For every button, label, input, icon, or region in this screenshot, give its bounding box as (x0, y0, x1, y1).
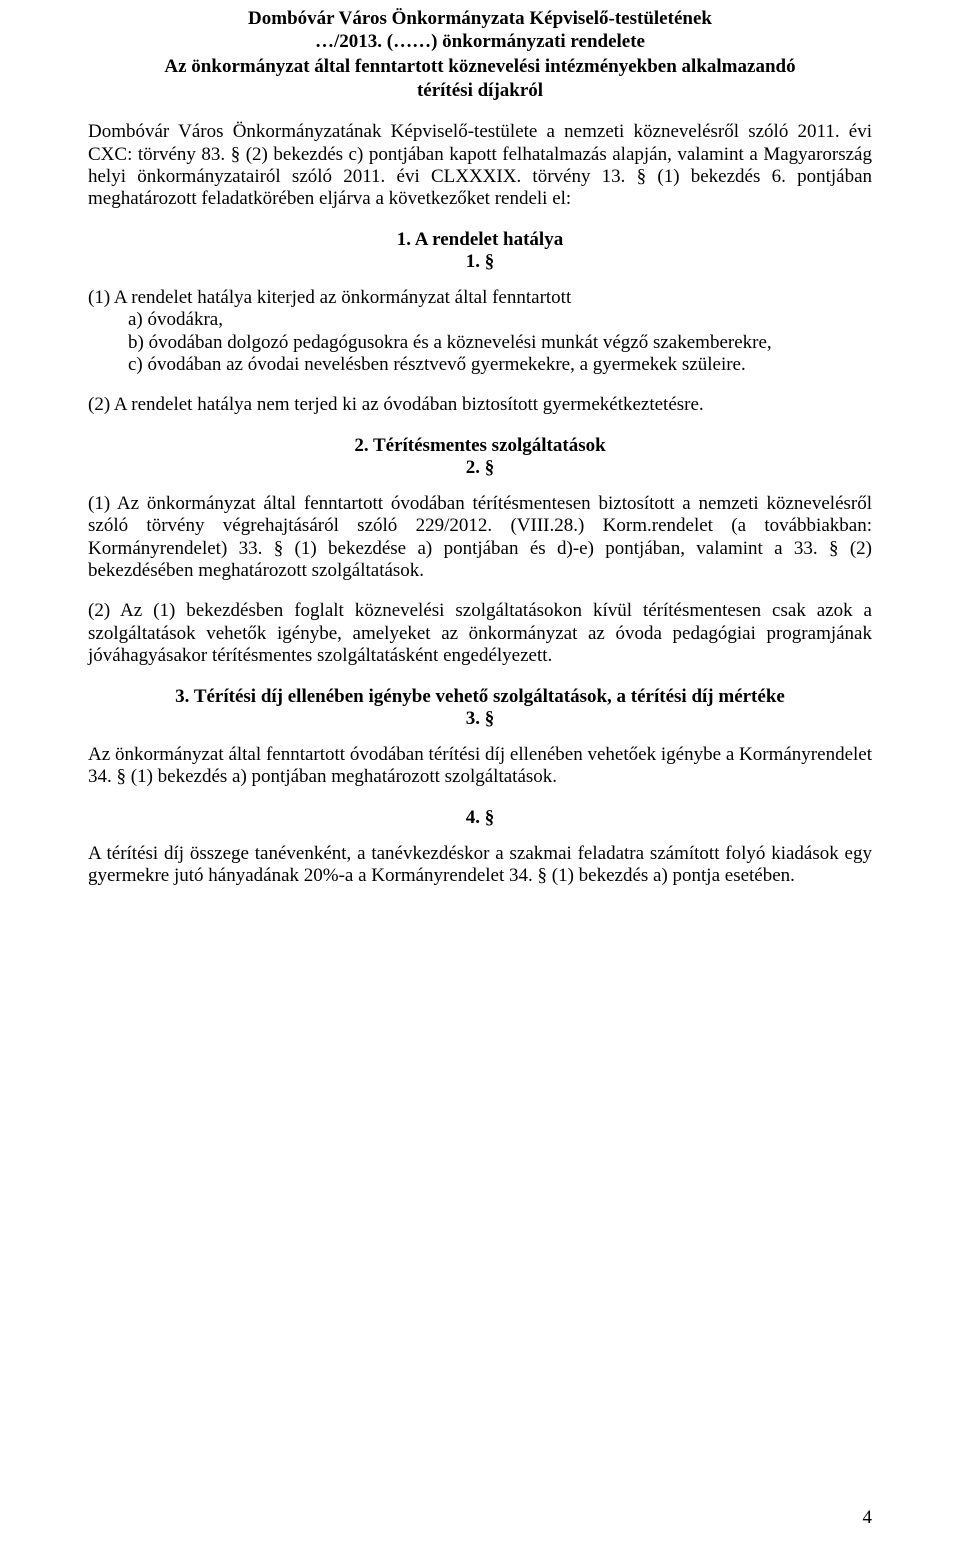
preamble-paragraph: Dombóvár Város Önkormányzatának Képvisel… (88, 121, 872, 211)
s1-p1-a: a) óvodákra, (128, 309, 872, 331)
document-page: Dombóvár Város Önkormányzata Képviselő-t… (0, 8, 960, 1549)
section-3-number: 3. § (88, 708, 872, 730)
s4-p1: A térítési díj összege tanévenként, a ta… (88, 843, 872, 888)
title-line-2: …/2013. (……) önkormányzati rendelete (88, 31, 872, 54)
page-number: 4 (863, 1507, 873, 1529)
s2-p2: (2) Az (1) bekezdésben foglalt köznevelé… (88, 600, 872, 667)
section-4-number: 4. § (88, 807, 872, 829)
subtitle-line-1: Az önkormányzat által fenntartott köznev… (88, 56, 872, 79)
section-2-title: 2. Térítésmentes szolgáltatások (88, 435, 872, 457)
s1-p1-c: c) óvodában az óvodai nevelésben résztve… (128, 354, 872, 376)
s1-p2: (2) A rendelet hatálya nem terjed ki az … (88, 394, 872, 416)
subtitle-line-2: térítési díjakról (88, 80, 872, 103)
s2-p1: (1) Az önkormányzat által fenntartott óv… (88, 493, 872, 583)
s1-p1-b: b) óvodában dolgozó pedagógusokra és a k… (128, 332, 872, 354)
s3-p1: Az önkormányzat által fenntartott óvodáb… (88, 744, 872, 789)
s1-p1-intro: (1) A rendelet hatálya kiterjed az önkor… (88, 287, 872, 309)
title-line-1: Dombóvár Város Önkormányzata Képviselő-t… (88, 8, 872, 31)
section-1-title: 1. A rendelet hatálya (88, 229, 872, 251)
section-3-title: 3. Térítési díj ellenében igénybe vehető… (88, 686, 872, 708)
section-1-number: 1. § (88, 251, 872, 273)
section-2-number: 2. § (88, 457, 872, 479)
